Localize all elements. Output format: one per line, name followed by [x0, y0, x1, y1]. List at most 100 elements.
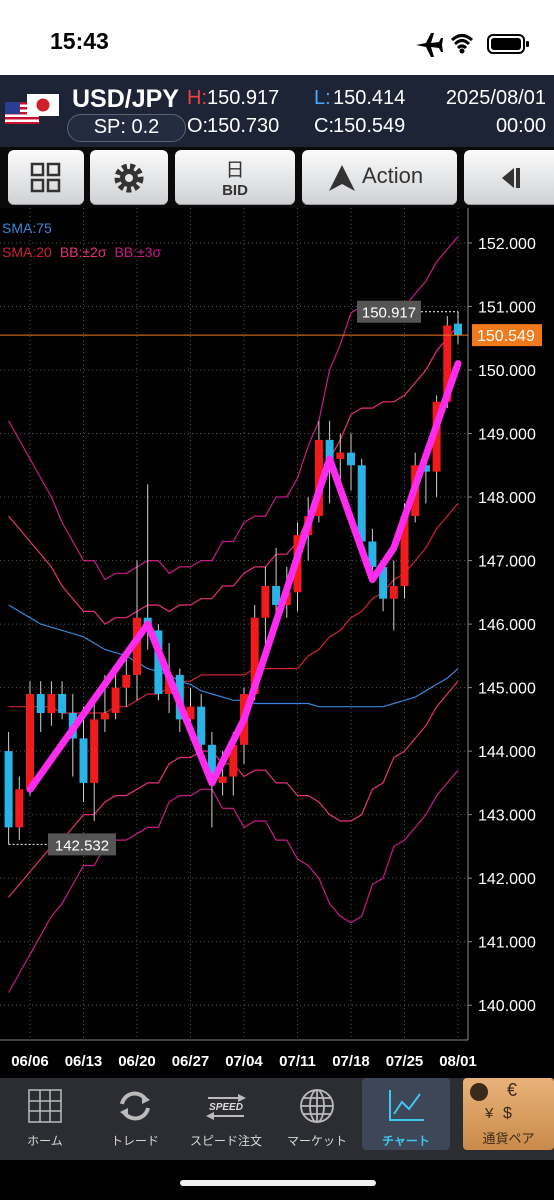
- tab-label: スピード注文: [189, 1134, 262, 1148]
- y-tick-label: 144.000: [478, 744, 536, 761]
- currency-flags: [5, 94, 59, 124]
- tab-home[interactable]: ホーム: [0, 1078, 90, 1150]
- speed-icon: SPEED: [206, 1094, 246, 1120]
- settings-button[interactable]: [90, 150, 168, 205]
- candle-body: [154, 630, 163, 694]
- legend-entry: SMA:75: [2, 220, 52, 236]
- trend-line: [26, 360, 462, 793]
- tab-label: トレード: [110, 1134, 159, 1148]
- y-tick-label: 145.000: [478, 681, 536, 698]
- high-marker-box: [357, 300, 421, 323]
- legend-entry: BB:±2σ: [60, 244, 107, 260]
- low-key: L:: [314, 87, 331, 109]
- y-tick-label: 148.000: [478, 490, 536, 507]
- period: 日: [225, 159, 245, 181]
- layout-button[interactable]: [8, 150, 84, 205]
- bollinger-band: [8, 769, 459, 993]
- candle-body: [336, 452, 345, 459]
- grid-icon: [30, 162, 61, 193]
- x-tick-label: 06/20: [118, 1053, 156, 1070]
- icon-glyph: ¥: [484, 1105, 494, 1122]
- status-icons: [416, 33, 529, 57]
- tab-chart[interactable]: チャート: [362, 1078, 450, 1150]
- tab-trade[interactable]: トレード: [90, 1078, 180, 1150]
- x-tick-label: 07/18: [332, 1053, 370, 1070]
- legend-entry: BB:±3σ: [115, 244, 162, 260]
- y-tick-label: 143.000: [478, 808, 536, 825]
- y-tick-label: 141.000: [478, 935, 536, 952]
- candle-body: [4, 751, 13, 828]
- action-button[interactable]: Action: [302, 150, 457, 205]
- candle-body: [325, 439, 334, 459]
- y-tick-label: 152.000: [478, 236, 536, 253]
- low-marker-box: [48, 833, 116, 856]
- quote-header: USD/JPY SP: 0.2 H: 150.917 L: 150.414 O:…: [0, 75, 554, 147]
- x-tick-label: 06/13: [65, 1053, 103, 1070]
- high-key: H:: [187, 87, 207, 109]
- y-tick-label: 146.000: [478, 617, 536, 634]
- action-label: Action: [362, 163, 424, 188]
- candle-body: [26, 693, 34, 790]
- candle-body: [357, 465, 366, 542]
- collapse-button[interactable]: [464, 150, 554, 205]
- candle-body: [454, 323, 462, 336]
- x-tick-label: 06/06: [11, 1053, 49, 1070]
- spread-pill: [67, 114, 186, 142]
- close-key: C:: [314, 115, 334, 137]
- candle-body: [272, 585, 281, 606]
- candle-body: [15, 789, 24, 828]
- last-price-label: 150.549: [477, 328, 535, 345]
- candle-body: [111, 687, 120, 714]
- pair-name: USD/JPY: [72, 85, 179, 113]
- high-marker-label: 150.917: [362, 305, 416, 322]
- tab-bar: ホーム トレード SPEED スピード注文 マーケット チャート € $ ¥ 通貨ペ…: [0, 1078, 554, 1160]
- y-tick-label: 149.000: [478, 427, 536, 444]
- time: 00:00: [495, 115, 546, 137]
- chart: 140.000 141.000 142.000 143.000 144.000 145.0…: [0, 208, 554, 1078]
- tab-currency-pair[interactable]: € $ ¥ 通貨ペア: [463, 1078, 554, 1150]
- legend-entry: SMA:20: [2, 244, 52, 260]
- x-tick-label: 07/04: [225, 1053, 263, 1070]
- low-marker-label: 142.532: [55, 837, 109, 854]
- candle-body: [229, 744, 238, 777]
- spread: SP: 0.2: [93, 116, 160, 138]
- candle-body: [443, 325, 452, 402]
- candle-body: [250, 617, 259, 694]
- candle-body: [186, 706, 195, 720]
- period-button[interactable]: 日 BID: [175, 150, 295, 205]
- close-value: 150.549: [333, 115, 406, 137]
- toolbar: 日 BID Action: [0, 147, 554, 208]
- status-bar: 15:43: [0, 0, 554, 75]
- home-indicator: [180, 1180, 376, 1186]
- home-icon: [28, 1089, 62, 1123]
- icon-glyph: $: [503, 1105, 512, 1122]
- candle-body: [36, 693, 45, 714]
- chart-background: [0, 208, 554, 1078]
- candle-body: [379, 566, 388, 599]
- chart-icon: [389, 1090, 424, 1121]
- speed-icon-text: SPEED: [209, 1102, 243, 1113]
- y-tick-label: 147.000: [478, 554, 536, 571]
- candle-body: [58, 693, 67, 714]
- x-tick-label: 08/01: [439, 1053, 477, 1070]
- tab-market[interactable]: マーケット: [272, 1078, 362, 1150]
- candle-body: [100, 713, 109, 720]
- action-icon: [329, 165, 355, 191]
- candle-body: [122, 674, 131, 688]
- date: 2025/08/01: [445, 87, 546, 109]
- tab-label: 通貨ペア: [482, 1132, 535, 1147]
- candle-body: [207, 744, 216, 783]
- open-value: 150.730: [207, 115, 280, 137]
- candle-body: [90, 719, 99, 783]
- tab-speed-order[interactable]: SPEED スピード注文: [180, 1078, 272, 1150]
- high-value: 150.917: [207, 87, 280, 109]
- price-side: BID: [222, 182, 248, 199]
- globe-icon: [300, 1089, 334, 1123]
- trade-icon: [120, 1091, 150, 1121]
- candle-body: [400, 516, 409, 586]
- low-value: 150.414: [333, 87, 406, 109]
- bollinger-band: [8, 325, 459, 625]
- candle-body: [421, 465, 430, 472]
- gear-icon: [114, 163, 144, 193]
- candle-body: [79, 738, 88, 783]
